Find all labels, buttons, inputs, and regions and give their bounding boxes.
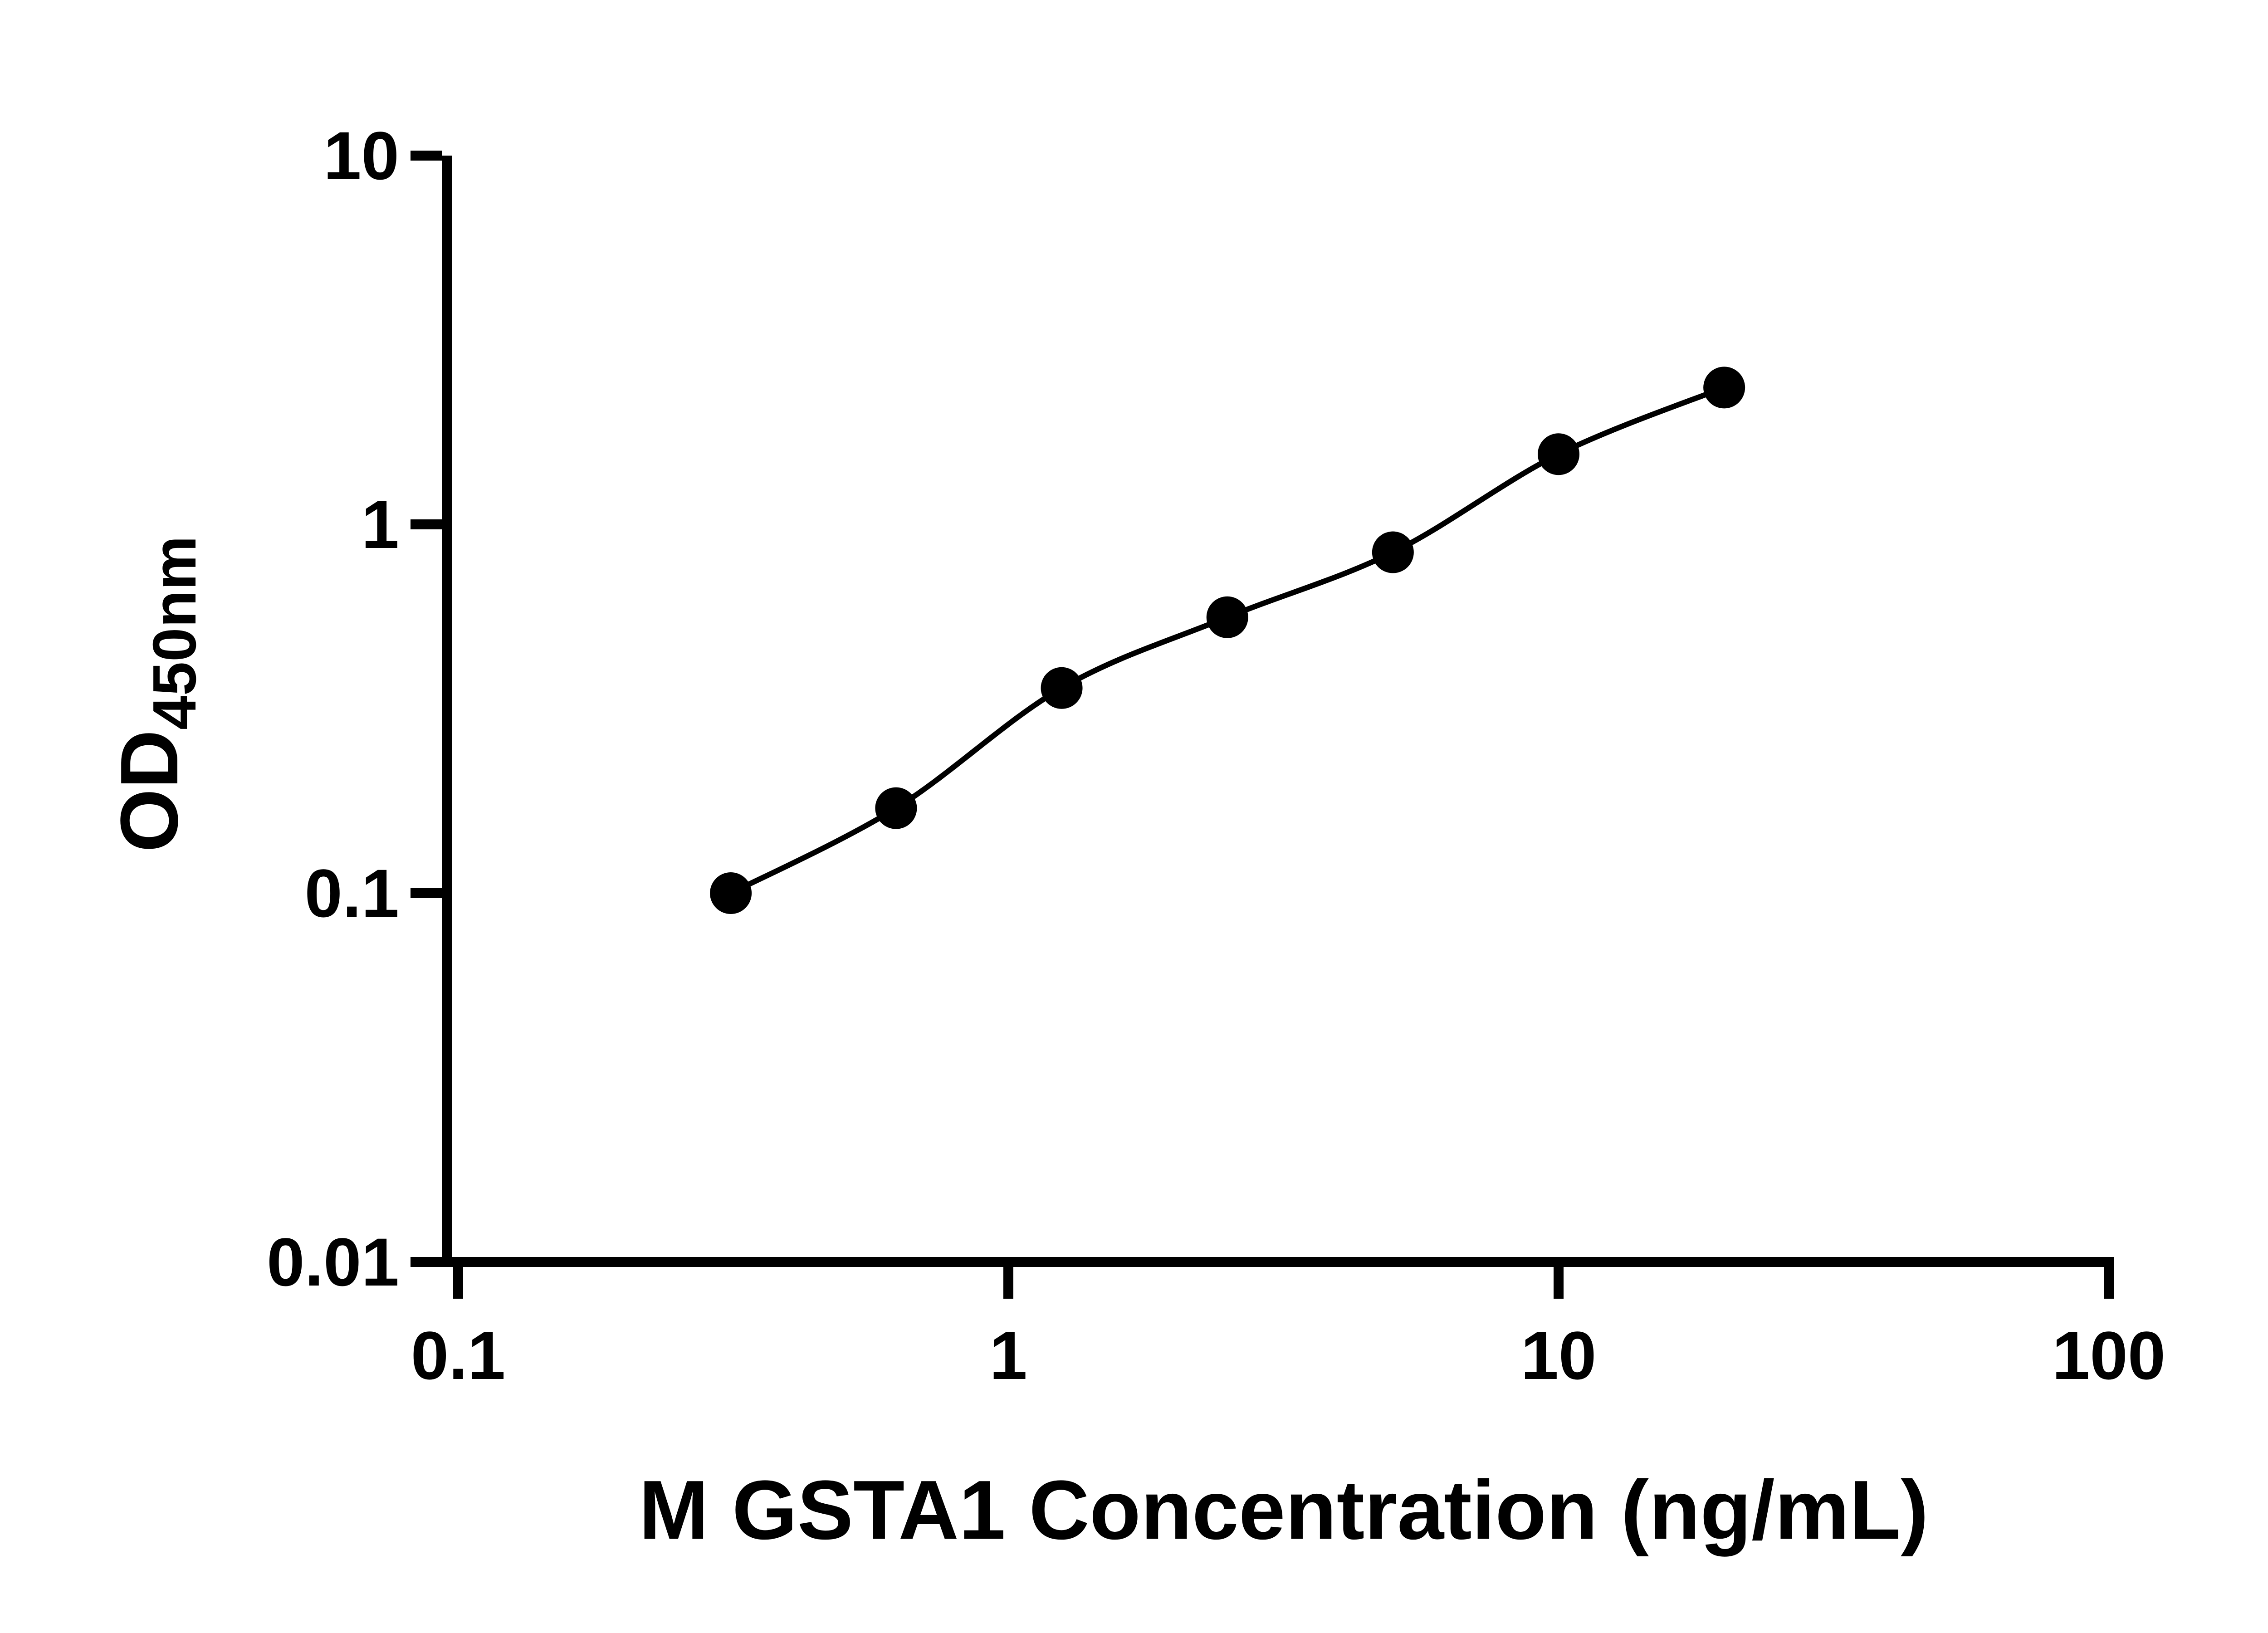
data-point bbox=[1372, 531, 1414, 573]
data-point bbox=[710, 872, 752, 914]
data-point bbox=[1703, 367, 1745, 409]
y-axis-title-subscript: 450nm bbox=[140, 536, 209, 730]
y-axis-tick-label: 0.01 bbox=[267, 1224, 399, 1300]
axes bbox=[442, 156, 2114, 1267]
y-axis-title-main: OD bbox=[104, 729, 195, 852]
y-axis-tick-label: 10 bbox=[323, 117, 399, 194]
data-point bbox=[875, 787, 917, 829]
data-point bbox=[1538, 433, 1579, 475]
x-axis-tick-label: 10 bbox=[1521, 1317, 1597, 1393]
data-point bbox=[1206, 596, 1248, 638]
x-axis-tick-label: 100 bbox=[2052, 1317, 2165, 1393]
data-point bbox=[1041, 667, 1083, 709]
x-axis-tick-label: 0.1 bbox=[411, 1317, 506, 1393]
x-axis-tick-label: 1 bbox=[989, 1317, 1027, 1393]
y-axis-tick-label: 1 bbox=[362, 486, 399, 562]
x-axis-title: M GSTA1 Concentration (ng/mL) bbox=[639, 1463, 1929, 1557]
y-axis-tick-label: 0.1 bbox=[304, 855, 399, 931]
y-axis-title: OD450nm bbox=[104, 536, 209, 852]
